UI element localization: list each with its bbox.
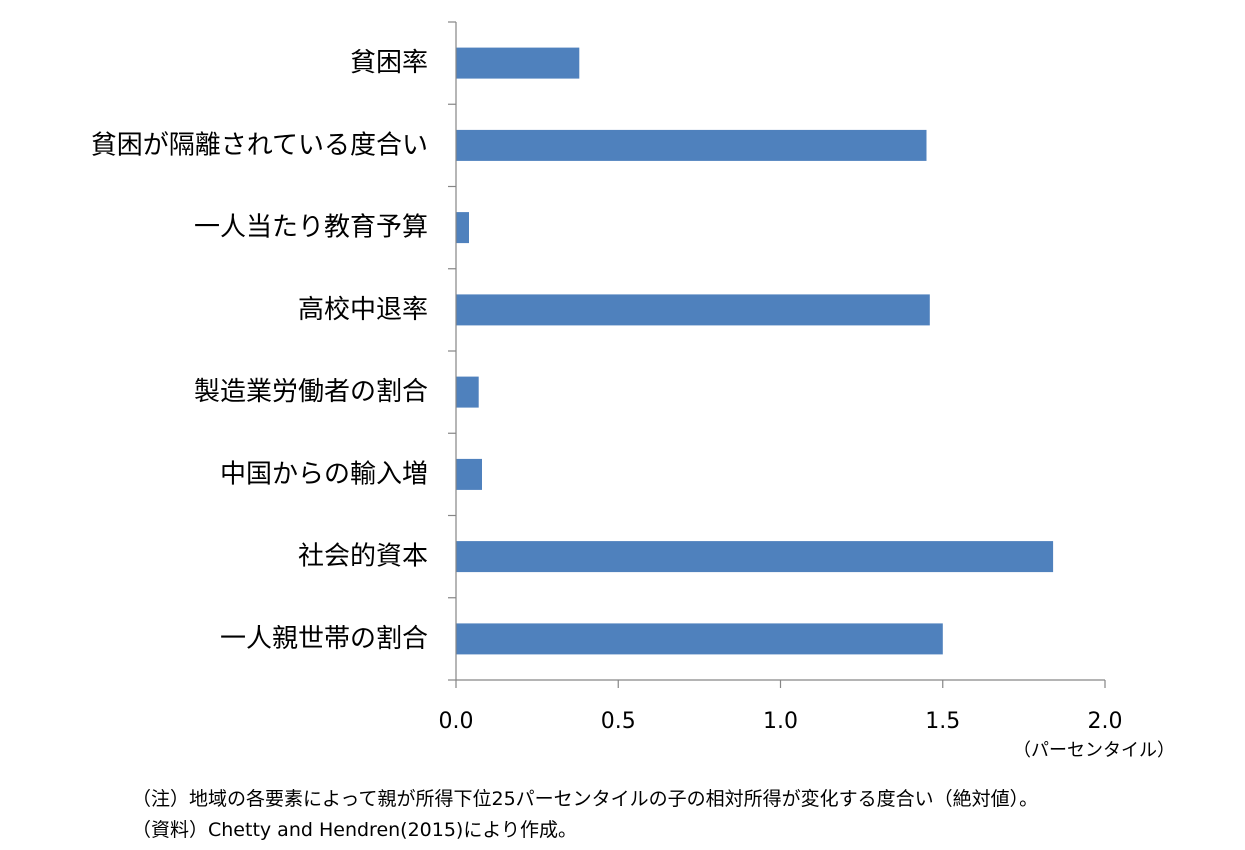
chart-notes: （注）地域の各要素によって親が所得下位25パーセンタイルの子の相対所得が変化する… bbox=[132, 784, 1038, 846]
x-tick-label: 1.0 bbox=[763, 709, 798, 734]
category-label: 貧困が隔離されている度合い bbox=[91, 130, 428, 160]
category-label: 社会的資本 bbox=[298, 542, 428, 572]
bar-3 bbox=[456, 212, 469, 244]
bar-8 bbox=[456, 623, 943, 655]
bar-1 bbox=[456, 47, 580, 79]
x-tick-label: 2.0 bbox=[1088, 709, 1123, 734]
category-label: 一人親世帯の割合 bbox=[220, 624, 428, 654]
x-axis-label: （パーセンタイル） bbox=[1013, 740, 1175, 761]
bar-6 bbox=[456, 458, 482, 490]
bar-5 bbox=[456, 376, 479, 408]
category-label: 製造業労働者の割合 bbox=[194, 377, 428, 407]
category-label: 貧困率 bbox=[350, 48, 428, 78]
x-tick-label: 0.0 bbox=[439, 709, 474, 734]
source-line: （資料）Chetty and Hendren(2015)により作成。 bbox=[132, 819, 577, 841]
x-tick-label: 0.5 bbox=[601, 709, 636, 734]
note-line: （注）地域の各要素によって親が所得下位25パーセンタイルの子の相対所得が変化する… bbox=[132, 788, 1039, 810]
bar-4 bbox=[456, 294, 930, 326]
bar-2 bbox=[456, 129, 927, 161]
x-tick-label: 1.5 bbox=[925, 709, 960, 734]
bar-7 bbox=[456, 541, 1054, 573]
category-label: 中国からの輸入増 bbox=[220, 459, 428, 489]
category-label: 高校中退率 bbox=[298, 295, 428, 325]
category-label: 一人当たり教育予算 bbox=[194, 213, 428, 243]
